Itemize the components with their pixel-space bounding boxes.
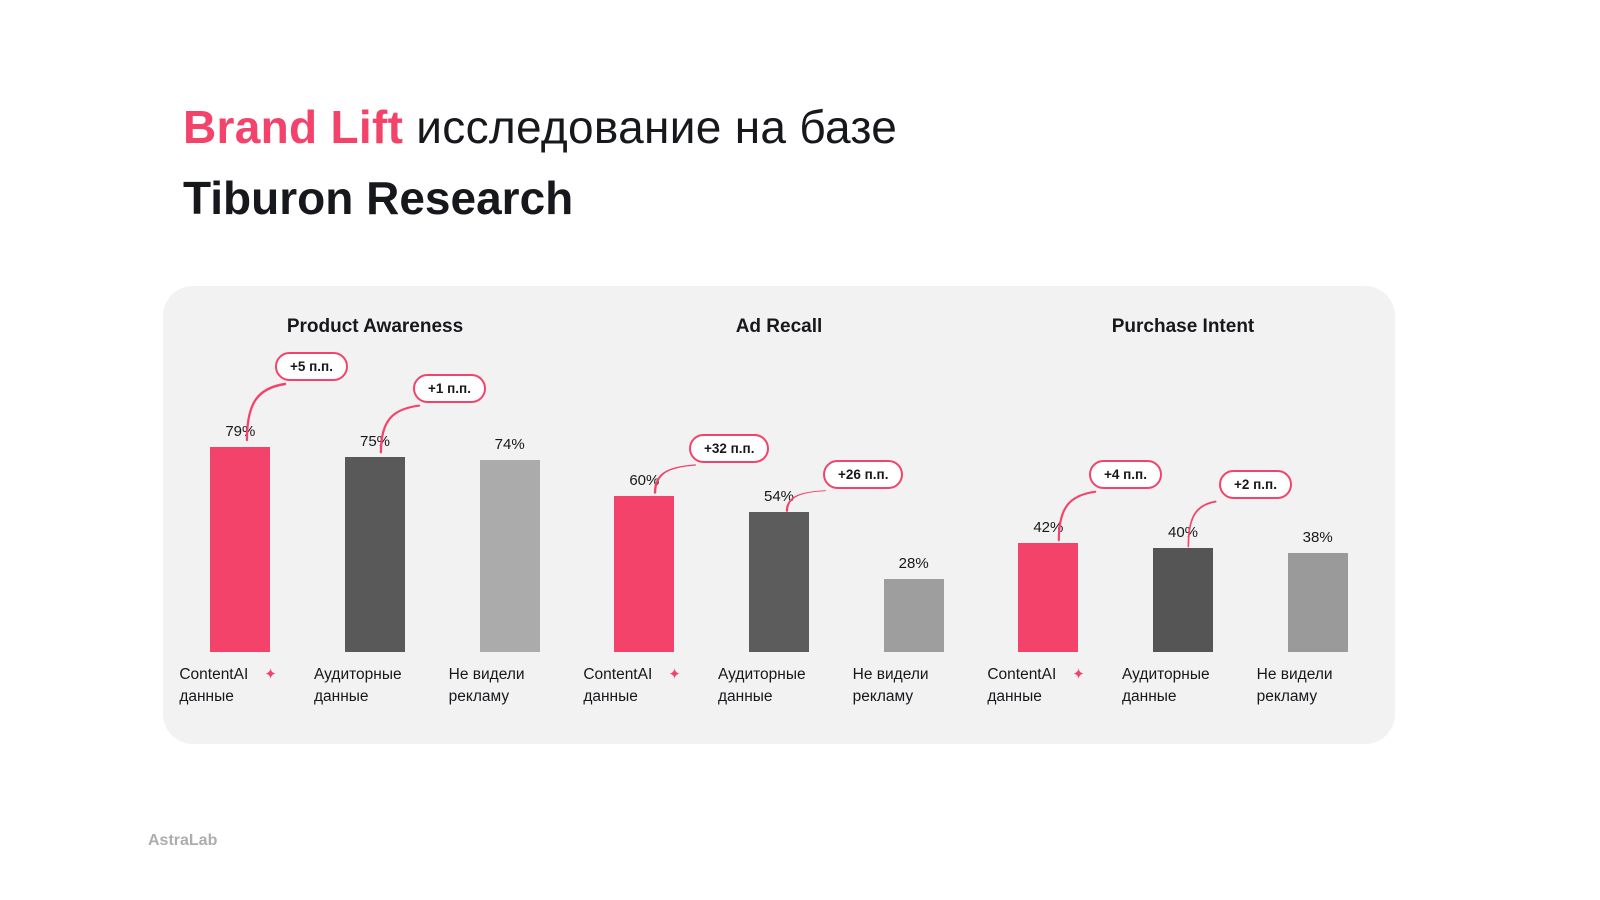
- x-axis-label: Не видели рекламу: [448, 666, 525, 705]
- chart-title: Product Awareness: [286, 316, 464, 337]
- title-rest: исследование на базе: [416, 101, 898, 153]
- x-axis-labels: ContentAI ✦ данные Аудиторные данные Не в…: [981, 664, 1385, 708]
- x-axis-labels: ContentAI ✦ данные Аудиторные данные Не в…: [173, 664, 577, 708]
- lift-connector-arc: [1187, 500, 1217, 548]
- bar-control: [479, 460, 540, 652]
- bar-contentai: [614, 496, 675, 652]
- x-axis-labels: ContentAI ✦ данные Аудиторные данные Не в…: [577, 664, 981, 708]
- chart-group-ad-recall: Ad Recall +32 п.п. +26 п.п. 60% 54% 28%: [577, 316, 981, 744]
- lift-connector-arc: [245, 382, 287, 442]
- slide-title-line1: Brand Lift исследование на базе: [183, 92, 897, 163]
- bar-control: [883, 579, 944, 652]
- bars: 79% 75% 74%: [173, 352, 577, 652]
- x-axis-label: Не видели рекламу: [852, 666, 929, 705]
- lift-connector-arc: [1057, 490, 1097, 542]
- sparkle-icon: ✦: [264, 666, 277, 683]
- bar-audience: [345, 457, 405, 652]
- brand-logo: AstraLab: [148, 832, 218, 849]
- lift-connector-arc: [653, 464, 697, 494]
- chart-title: Purchase Intent: [1111, 316, 1255, 337]
- bar-value-label: 28%: [898, 555, 929, 572]
- bar-column: 74%: [442, 352, 577, 652]
- chart-group-product-awareness: Product Awareness +5 п.п. +1 п.п. 79% 75…: [173, 316, 577, 744]
- lift-badge: +5 п.п.: [275, 352, 348, 381]
- lift-badge: +1 п.п.: [413, 374, 486, 403]
- bar-audience: [1153, 548, 1213, 652]
- bar-control: [1287, 553, 1348, 652]
- bar-column: 38%: [1250, 352, 1385, 652]
- bar-value-label: 38%: [1302, 529, 1333, 546]
- bar-value-label: 54%: [763, 488, 795, 505]
- bar-value-label: 42%: [1033, 519, 1064, 536]
- bar-column: 28%: [846, 352, 981, 652]
- lift-badge: +2 п.п.: [1219, 470, 1292, 499]
- x-axis-label: Аудиторные данные: [314, 666, 402, 705]
- sparkle-icon: ✦: [1072, 666, 1085, 683]
- charts-panel: Product Awareness +5 п.п. +1 п.п. 79% 75…: [163, 286, 1395, 744]
- chart-title: Ad Recall: [735, 316, 823, 337]
- x-axis-label: Аудиторные данные: [718, 666, 806, 705]
- slide-title-line2: Tiburon Research: [183, 172, 574, 225]
- lift-connector-arc: [379, 404, 421, 454]
- bar-value-label: 60%: [629, 472, 660, 489]
- bar-column: 60%: [577, 352, 712, 652]
- bar-column: 79%: [173, 352, 308, 652]
- lift-connector-arc: [785, 490, 827, 512]
- bar-column: 40%: [1116, 352, 1251, 652]
- lift-badge: +32 п.п.: [689, 434, 770, 463]
- plot-area: +4 п.п. +2 п.п. 42% 40% 38%: [981, 352, 1385, 652]
- bar-column: 42%: [981, 352, 1116, 652]
- bar-value-label: 74%: [494, 436, 525, 453]
- bar-column: 54%: [712, 352, 847, 652]
- bars: 60% 54% 28%: [577, 352, 981, 652]
- x-axis-label: Не видели рекламу: [1256, 666, 1333, 705]
- lift-badge: +26 п.п.: [823, 460, 904, 489]
- plot-area: +32 п.п. +26 п.п. 60% 54% 28%: [577, 352, 981, 652]
- bar-audience: [749, 512, 809, 652]
- chart-group-purchase-intent: Purchase Intent +4 п.п. +2 п.п. 42% 40% …: [981, 316, 1385, 744]
- x-axis-label: ContentAI ✦ данные: [179, 666, 277, 705]
- bar-contentai: [210, 447, 271, 652]
- bar-contentai: [1018, 543, 1079, 652]
- bar-column: 75%: [308, 352, 443, 652]
- slide-title: Brand Lift исследование на базе Tiburon …: [183, 92, 897, 235]
- title-highlight: Brand Lift: [183, 101, 404, 153]
- bars: 42% 40% 38%: [981, 352, 1385, 652]
- sparkle-icon: ✦: [668, 666, 681, 683]
- x-axis-label: ContentAI ✦ данные: [987, 666, 1085, 705]
- x-axis-label: Аудиторные данные: [1122, 666, 1210, 705]
- lift-badge: +4 п.п.: [1089, 460, 1162, 489]
- x-axis-label: ContentAI ✦ данные: [583, 666, 681, 705]
- plot-area: +5 п.п. +1 п.п. 79% 75% 74%: [173, 352, 577, 652]
